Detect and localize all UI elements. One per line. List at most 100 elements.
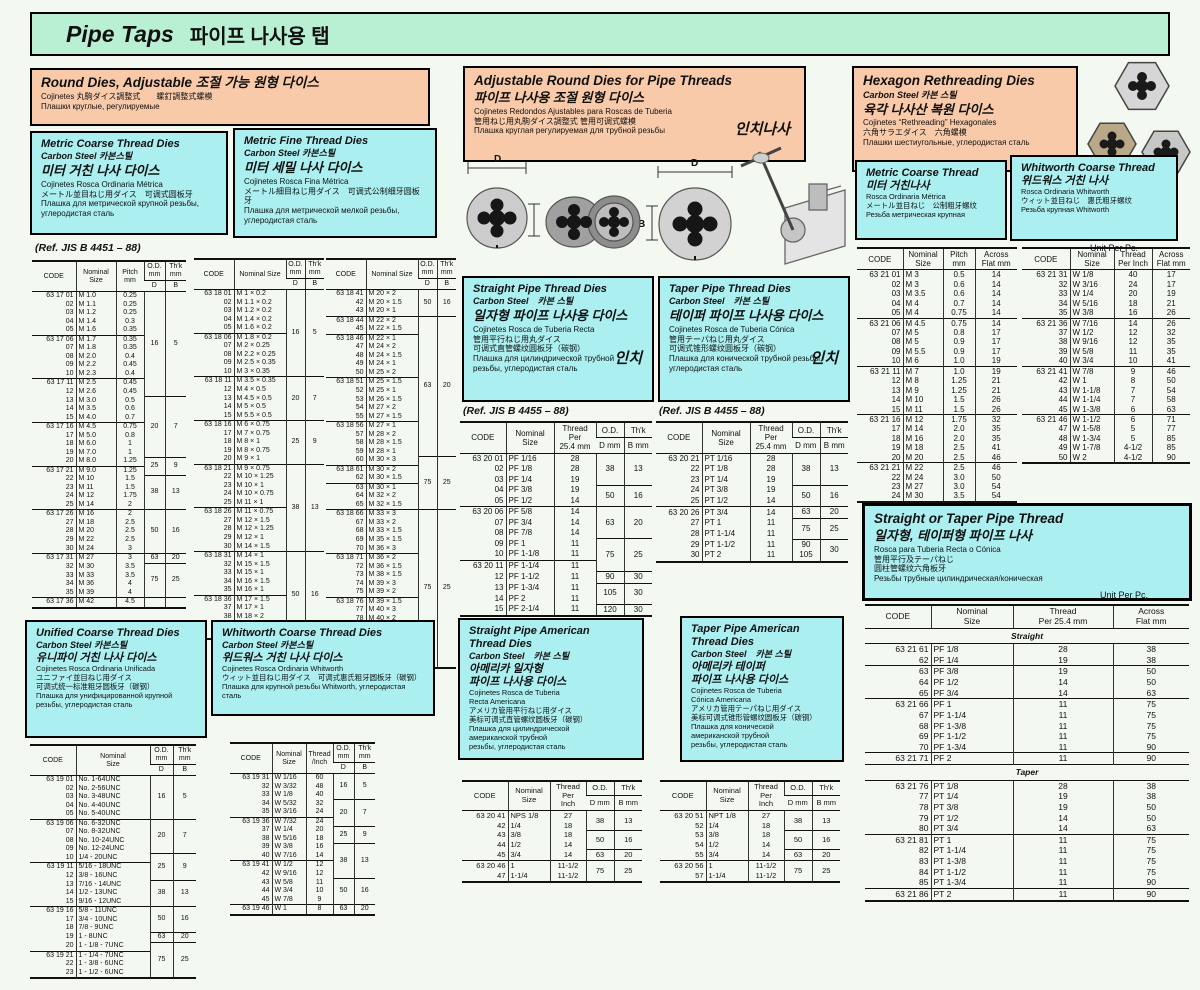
cell: M 14: [902, 424, 943, 434]
cell: 1 - 1/4 - 7UNC: [75, 950, 150, 961]
thickness-cell: 25: [811, 860, 840, 882]
cell: 63 18 71: [326, 553, 366, 563]
table-row: Taper: [865, 764, 1189, 781]
cell: 14: [553, 528, 596, 539]
column-header: Pitch mm: [942, 248, 975, 271]
cell: 3/8: [705, 830, 748, 841]
cell: 44: [1058, 395, 1068, 405]
table-row: 24 M 10 × 0.75: [194, 490, 324, 499]
cell: M 9.0: [75, 465, 116, 476]
table-row: 33 M 33 3.5: [32, 571, 186, 581]
cell: 0.4: [115, 352, 144, 362]
table-row: 08 M 2.2 × 0.25: [194, 350, 324, 360]
cell: 19: [1151, 289, 1190, 299]
cell: M 16: [75, 509, 116, 519]
cell: 11: [1012, 752, 1113, 765]
cell: 80: [919, 823, 929, 834]
cell: No. 5-40UNC: [75, 810, 150, 820]
box-line: 일자형 파이프 나사용 다이스: [473, 307, 628, 323]
od-cell: 105: [595, 582, 624, 605]
cell: M 16 × 1: [233, 586, 286, 596]
cell: W 1/4: [271, 826, 306, 835]
cell: W 1: [1069, 376, 1114, 386]
table-row: 10 M 3 × 0.35: [194, 367, 324, 377]
cell: 04: [891, 298, 901, 308]
cell: 15: [223, 411, 232, 419]
thread-type-badge: 인치: [614, 350, 642, 367]
od-cell: 38: [332, 842, 354, 879]
cell: 19: [553, 474, 596, 486]
cell: M 24: [902, 472, 943, 482]
cell: 05: [65, 810, 74, 818]
cell: PF 1/4: [930, 654, 1013, 666]
cell: 0.75: [942, 317, 975, 328]
table-row: 23 PT 1/4 19: [656, 474, 848, 486]
table-row: 32 M 30 3.5 75 25: [32, 562, 186, 598]
table-row: 63 18 51 M 25 × 1.5: [326, 377, 456, 387]
cell: 2.5: [942, 452, 975, 463]
cell: M 1.1 × 0.2: [233, 298, 286, 308]
table-row: 18 7/8 - 9UNC: [30, 924, 196, 933]
od-cell: 63: [332, 904, 354, 915]
table-row: 47 M 24 × 2: [326, 343, 456, 352]
table-row: 04 M 4 0.7 14: [857, 298, 1017, 309]
table-row: 63 21 01 M 3 0.5 14: [857, 269, 1017, 280]
cell: 29: [223, 534, 232, 542]
table-row: 77 PT 1/4 19 38: [865, 791, 1189, 802]
table-row: 05 M 1.6 0.35: [32, 326, 186, 336]
cell: M 15 × 1: [233, 569, 286, 578]
cell: 11: [1012, 720, 1113, 732]
cell: PF 2: [505, 593, 554, 605]
thickness-cell: 30: [623, 603, 652, 617]
table-row: 05 PF 1/2 14: [460, 495, 652, 507]
cell: 58: [1151, 395, 1190, 405]
cell: PF 1/2: [930, 677, 1013, 688]
cell: W 1-1/8: [1069, 385, 1114, 396]
cell: 17: [891, 424, 901, 434]
cell: 62: [919, 654, 929, 665]
cell: M 20: [75, 527, 116, 537]
cell: M 11 × 1: [233, 498, 286, 508]
cell: 1.25: [942, 385, 975, 396]
cell: PT 1-1/2: [930, 866, 1013, 878]
od-cell: 25: [332, 825, 354, 844]
cell: 14: [891, 395, 901, 405]
cell: M 27: [75, 553, 116, 564]
cell: 11: [1012, 709, 1113, 721]
cell: PF 1/8: [505, 464, 554, 475]
cell: 46: [1151, 365, 1190, 377]
table-row: 43 M 20 × 1: [326, 307, 456, 317]
box-line: Плашка для цилиндрической трубной резьбы…: [473, 354, 615, 373]
cell: 90: [1112, 752, 1189, 765]
cell: 63 19 01: [30, 775, 76, 785]
cell: PT 1/8: [930, 779, 1013, 792]
thickness-cell: 20: [623, 506, 652, 539]
cell: 63 17 26: [32, 509, 76, 519]
column-header: Nominal Size: [930, 605, 1013, 629]
cell: 13: [65, 880, 74, 888]
cell: 63 18 26: [194, 507, 234, 517]
box-line: Whitworth Coarse Thread Dies: [222, 627, 383, 639]
cell: 15: [65, 897, 74, 905]
table-row: 13 7/16 - 14UNC 38 13: [30, 880, 196, 907]
cell: W 3/32: [271, 782, 306, 792]
round-die-illustration: D D B B: [466, 154, 733, 261]
cell: M 2.2: [75, 361, 116, 370]
cell: 3.0: [942, 472, 975, 482]
table-row: 77 M 40 × 3: [326, 606, 456, 615]
cell: 40: [261, 851, 270, 859]
table-row: 08 No. 10-24UNC: [30, 836, 196, 846]
table-row: 70 PF 1-3/4 11 90: [865, 741, 1189, 753]
table-row: 28 M 12 × 1.25: [194, 525, 324, 535]
cell: 0.6: [942, 279, 975, 290]
cell: 14: [1012, 687, 1113, 699]
box-line: 圆柱管螺纹六角板牙: [874, 564, 946, 574]
cell: 1.25: [115, 457, 144, 467]
column-header: O.D. mm: [417, 259, 437, 280]
box-line: 테이퍼 파이프 나사용 다이스: [669, 307, 824, 323]
cell: PT 3/8: [701, 485, 750, 496]
cell: 82: [919, 845, 929, 856]
box-line: ウィット並目ねじ 惠氏粗牙螺纹: [1021, 196, 1132, 206]
cell: 09: [223, 359, 232, 367]
cell: 49: [355, 360, 364, 368]
